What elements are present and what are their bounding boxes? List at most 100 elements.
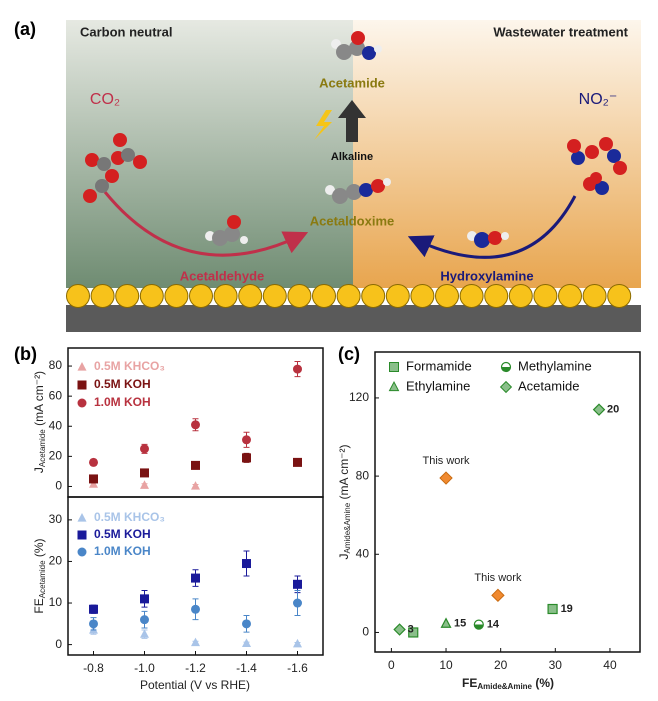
marker [140,629,149,638]
marker [293,579,302,589]
legend-label: 1.0M KOH [94,395,151,409]
label: Acetaldehyde [180,268,265,283]
point-label: 19 [561,603,573,615]
y-tick-label: 120 [349,390,369,404]
x-tick-label: 30 [549,658,563,672]
marker [191,573,200,583]
surface-atom [582,284,607,308]
y-axis-label: JAmide&Amine (mA cm⁻²) [337,444,352,559]
y-axis-label: JAcetamide (mA cm⁻²) [32,371,47,473]
marker [293,638,302,648]
x-tick-label: -1.6 [287,661,308,675]
legend-label: Acetamide [518,378,579,393]
legend-label: 0.5M KOH [94,527,151,541]
annotation: This work [422,455,470,467]
x-tick-label: -1.4 [236,661,257,675]
label: Hydroxylamine [440,268,533,283]
y-axis-label: FEAcetamide (%) [32,538,47,613]
marker [89,604,98,614]
x-tick-label: 10 [439,658,453,672]
surface-atom [533,284,558,308]
marker [191,420,200,430]
label-sub: Amide&Amine [477,682,532,691]
marker [388,380,400,392]
marker [440,617,452,628]
marker [77,362,87,371]
panel-label: (a) [14,19,36,39]
legend-label: 0.5M KHCO₃ [94,359,165,373]
label-main: FE [32,598,46,613]
marker [293,457,302,467]
plot-frame [374,351,641,653]
marker [89,619,98,629]
section-title: Carbon neutral [80,24,172,39]
marker [293,364,302,374]
surface-atom [90,284,115,308]
surface-atom [238,284,263,308]
marker [500,361,512,373]
marker [242,619,251,629]
panel-label: (b) [14,344,37,364]
legend-label: 0.5M KOH [94,377,151,391]
legend-label: 0.5M KHCO₃ [94,510,165,524]
label-unit: (mA cm⁻²) [337,444,351,502]
marker [140,594,149,604]
label: Alkaline [331,151,373,163]
label-main: J [32,467,46,473]
molecule [205,215,248,246]
surface-atoms [66,284,632,308]
surface-atom [287,284,312,308]
marker [89,457,98,467]
arrow [407,195,577,259]
panel-label: (c) [338,344,360,364]
surface-atom [139,284,164,308]
legend-label: Methylamine [518,358,592,373]
marker [140,615,149,625]
marker [408,627,419,638]
surface-atom [262,284,287,308]
marker [242,638,251,647]
electrode-base [66,305,641,332]
left-background [66,20,353,288]
surface-atom [484,284,509,308]
x-axis-label: Potential (V vs RHE) [140,678,250,692]
marker [242,435,251,445]
molecule [331,31,382,60]
arrow [103,191,309,257]
marker [439,471,453,485]
point-label: 14 [487,619,500,631]
x-tick-label: -0.8 [83,661,104,675]
marker [393,623,406,636]
y-tick-label: 80 [356,468,370,482]
label-unit: (%) [532,676,554,690]
surface-atom [435,284,459,308]
legend-label: Formamide [406,358,472,373]
surface-atom [164,284,189,308]
surface-atom [385,284,410,308]
marker [191,460,200,470]
y-tick-label: 80 [49,358,63,372]
marker [191,604,200,614]
marker [491,588,505,603]
marker [140,480,149,489]
molecule [325,178,391,204]
label-unit: (mA cm⁻²) [32,371,46,429]
label-sub: Acetamide [38,429,47,467]
x-tick-label: 20 [494,658,508,672]
y-tick-label: 40 [49,418,63,432]
surface-atom [508,284,533,308]
label: CO₂ [90,91,120,108]
molecule [467,231,509,248]
label-sub: Acetamide [38,560,47,598]
section-title: Wastewater treatment [493,24,628,39]
arrow [338,100,366,142]
point-label: 15 [454,618,466,630]
marker [191,637,200,647]
x-tick-label: 0 [388,658,395,672]
marker [77,513,87,522]
y-tick-label: 10 [49,595,63,609]
marker [547,603,558,615]
point-label: 3 [408,623,414,635]
marker [293,598,302,608]
surface-atom [361,284,386,308]
